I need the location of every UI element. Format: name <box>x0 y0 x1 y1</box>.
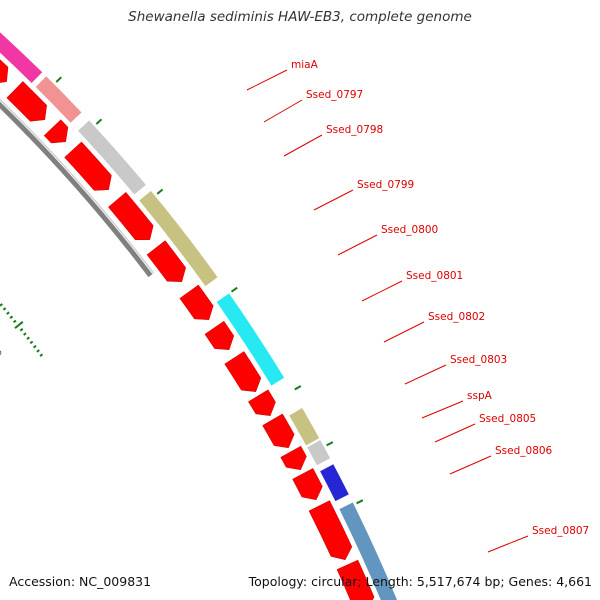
gene-label: Ssed_0802 <box>428 311 485 323</box>
gene-label: sspA <box>467 390 493 402</box>
gene-label: Ssed_0797 <box>306 89 363 101</box>
map-title: Shewanella sediminis HAW-EB3, complete g… <box>128 9 472 25</box>
gene-leader-line <box>263 99 303 123</box>
cog-band <box>320 464 349 502</box>
accession-text: Accession: NC_009831 <box>9 574 152 589</box>
cog-band <box>78 120 146 195</box>
cog-layer <box>0 32 397 600</box>
cds-arrow <box>280 445 307 471</box>
gene-leader-line <box>404 364 447 385</box>
cds-arrow <box>146 240 186 282</box>
minor-tick <box>32 344 37 349</box>
gene-boundary-mark <box>55 76 62 83</box>
gene-boundary-mark <box>156 188 164 195</box>
cds-arrow <box>292 468 323 501</box>
cog-band <box>339 502 397 600</box>
gene-boundary-mark <box>356 499 364 505</box>
gene-label: Ssed_0799 <box>357 179 414 191</box>
cds-arrow <box>262 413 295 449</box>
cds-arrow <box>308 500 353 561</box>
cds-arrow <box>179 284 214 320</box>
minor-tick <box>36 349 40 353</box>
gene-leader-line <box>383 321 425 343</box>
minor-tick <box>6 311 10 315</box>
backbone-layer <box>0 98 155 278</box>
gene-leader-line <box>313 189 354 211</box>
tick-label: 956 kbp <box>0 348 2 357</box>
minor-tick <box>29 340 34 345</box>
genome-backbone <box>0 101 153 278</box>
cds-arrow <box>43 119 69 144</box>
topology-text: Topology: circular; Length: 5,517,674 bp… <box>248 574 592 589</box>
gene-boundary-mark <box>230 286 238 293</box>
cog-band <box>216 293 285 386</box>
gene-label: miaA <box>291 59 319 71</box>
cog-band <box>0 32 43 83</box>
gene-leader-line <box>421 400 464 419</box>
gene-leader-line <box>283 134 323 157</box>
gene-leader-line <box>487 535 529 553</box>
gene-leader-line <box>337 234 378 256</box>
gene-boundary-mark <box>95 118 103 125</box>
gene-label: Ssed_0805 <box>479 413 536 425</box>
cog-band <box>289 408 320 446</box>
gene-label: Ssed_0803 <box>450 354 507 366</box>
cds-arrow <box>204 320 235 350</box>
gene-label: Ssed_0807 <box>532 525 589 537</box>
gene-label: Ssed_0798 <box>326 124 383 136</box>
minor-tick <box>39 353 44 357</box>
gene-label: Ssed_0801 <box>406 270 463 282</box>
minor-tick <box>0 303 3 307</box>
genome-backbone-highlight <box>0 98 155 274</box>
cds-arrow <box>0 59 9 83</box>
cds-arrow <box>6 81 47 122</box>
minor-tick <box>9 315 14 319</box>
minor-tick <box>26 336 31 340</box>
cds-arrow <box>336 559 375 600</box>
gene-leader-line <box>246 69 288 91</box>
gene-boundary-mark <box>294 385 302 391</box>
gene-leader-line <box>361 280 403 302</box>
cds-layer <box>0 59 375 600</box>
minor-tick <box>12 319 17 324</box>
minor-tick <box>19 328 24 332</box>
cds-arrow <box>108 191 154 241</box>
gene-leader-line <box>434 423 476 443</box>
label-layer: miaA Ssed_0797 Ssed_0798 Ssed_0799 Ssed_0800… <box>246 59 589 553</box>
cds-arrow <box>248 389 276 416</box>
cog-band <box>307 440 331 466</box>
minor-tick <box>23 332 27 336</box>
major-tick <box>14 321 24 329</box>
tick-layer: 944 kbp946 kbp948 kbp950 kbp952 kbp954 k… <box>0 303 44 357</box>
minor-tick <box>2 307 7 311</box>
cog-band <box>35 76 82 123</box>
gene-boundary-mark <box>326 441 334 447</box>
cog-band <box>139 190 218 287</box>
cds-arrow <box>64 141 112 191</box>
cds-arrow <box>224 351 262 392</box>
gene-label: Ssed_0800 <box>381 224 438 236</box>
gene-leader-line <box>449 455 492 475</box>
gene-label: Ssed_0806 <box>495 445 553 457</box>
